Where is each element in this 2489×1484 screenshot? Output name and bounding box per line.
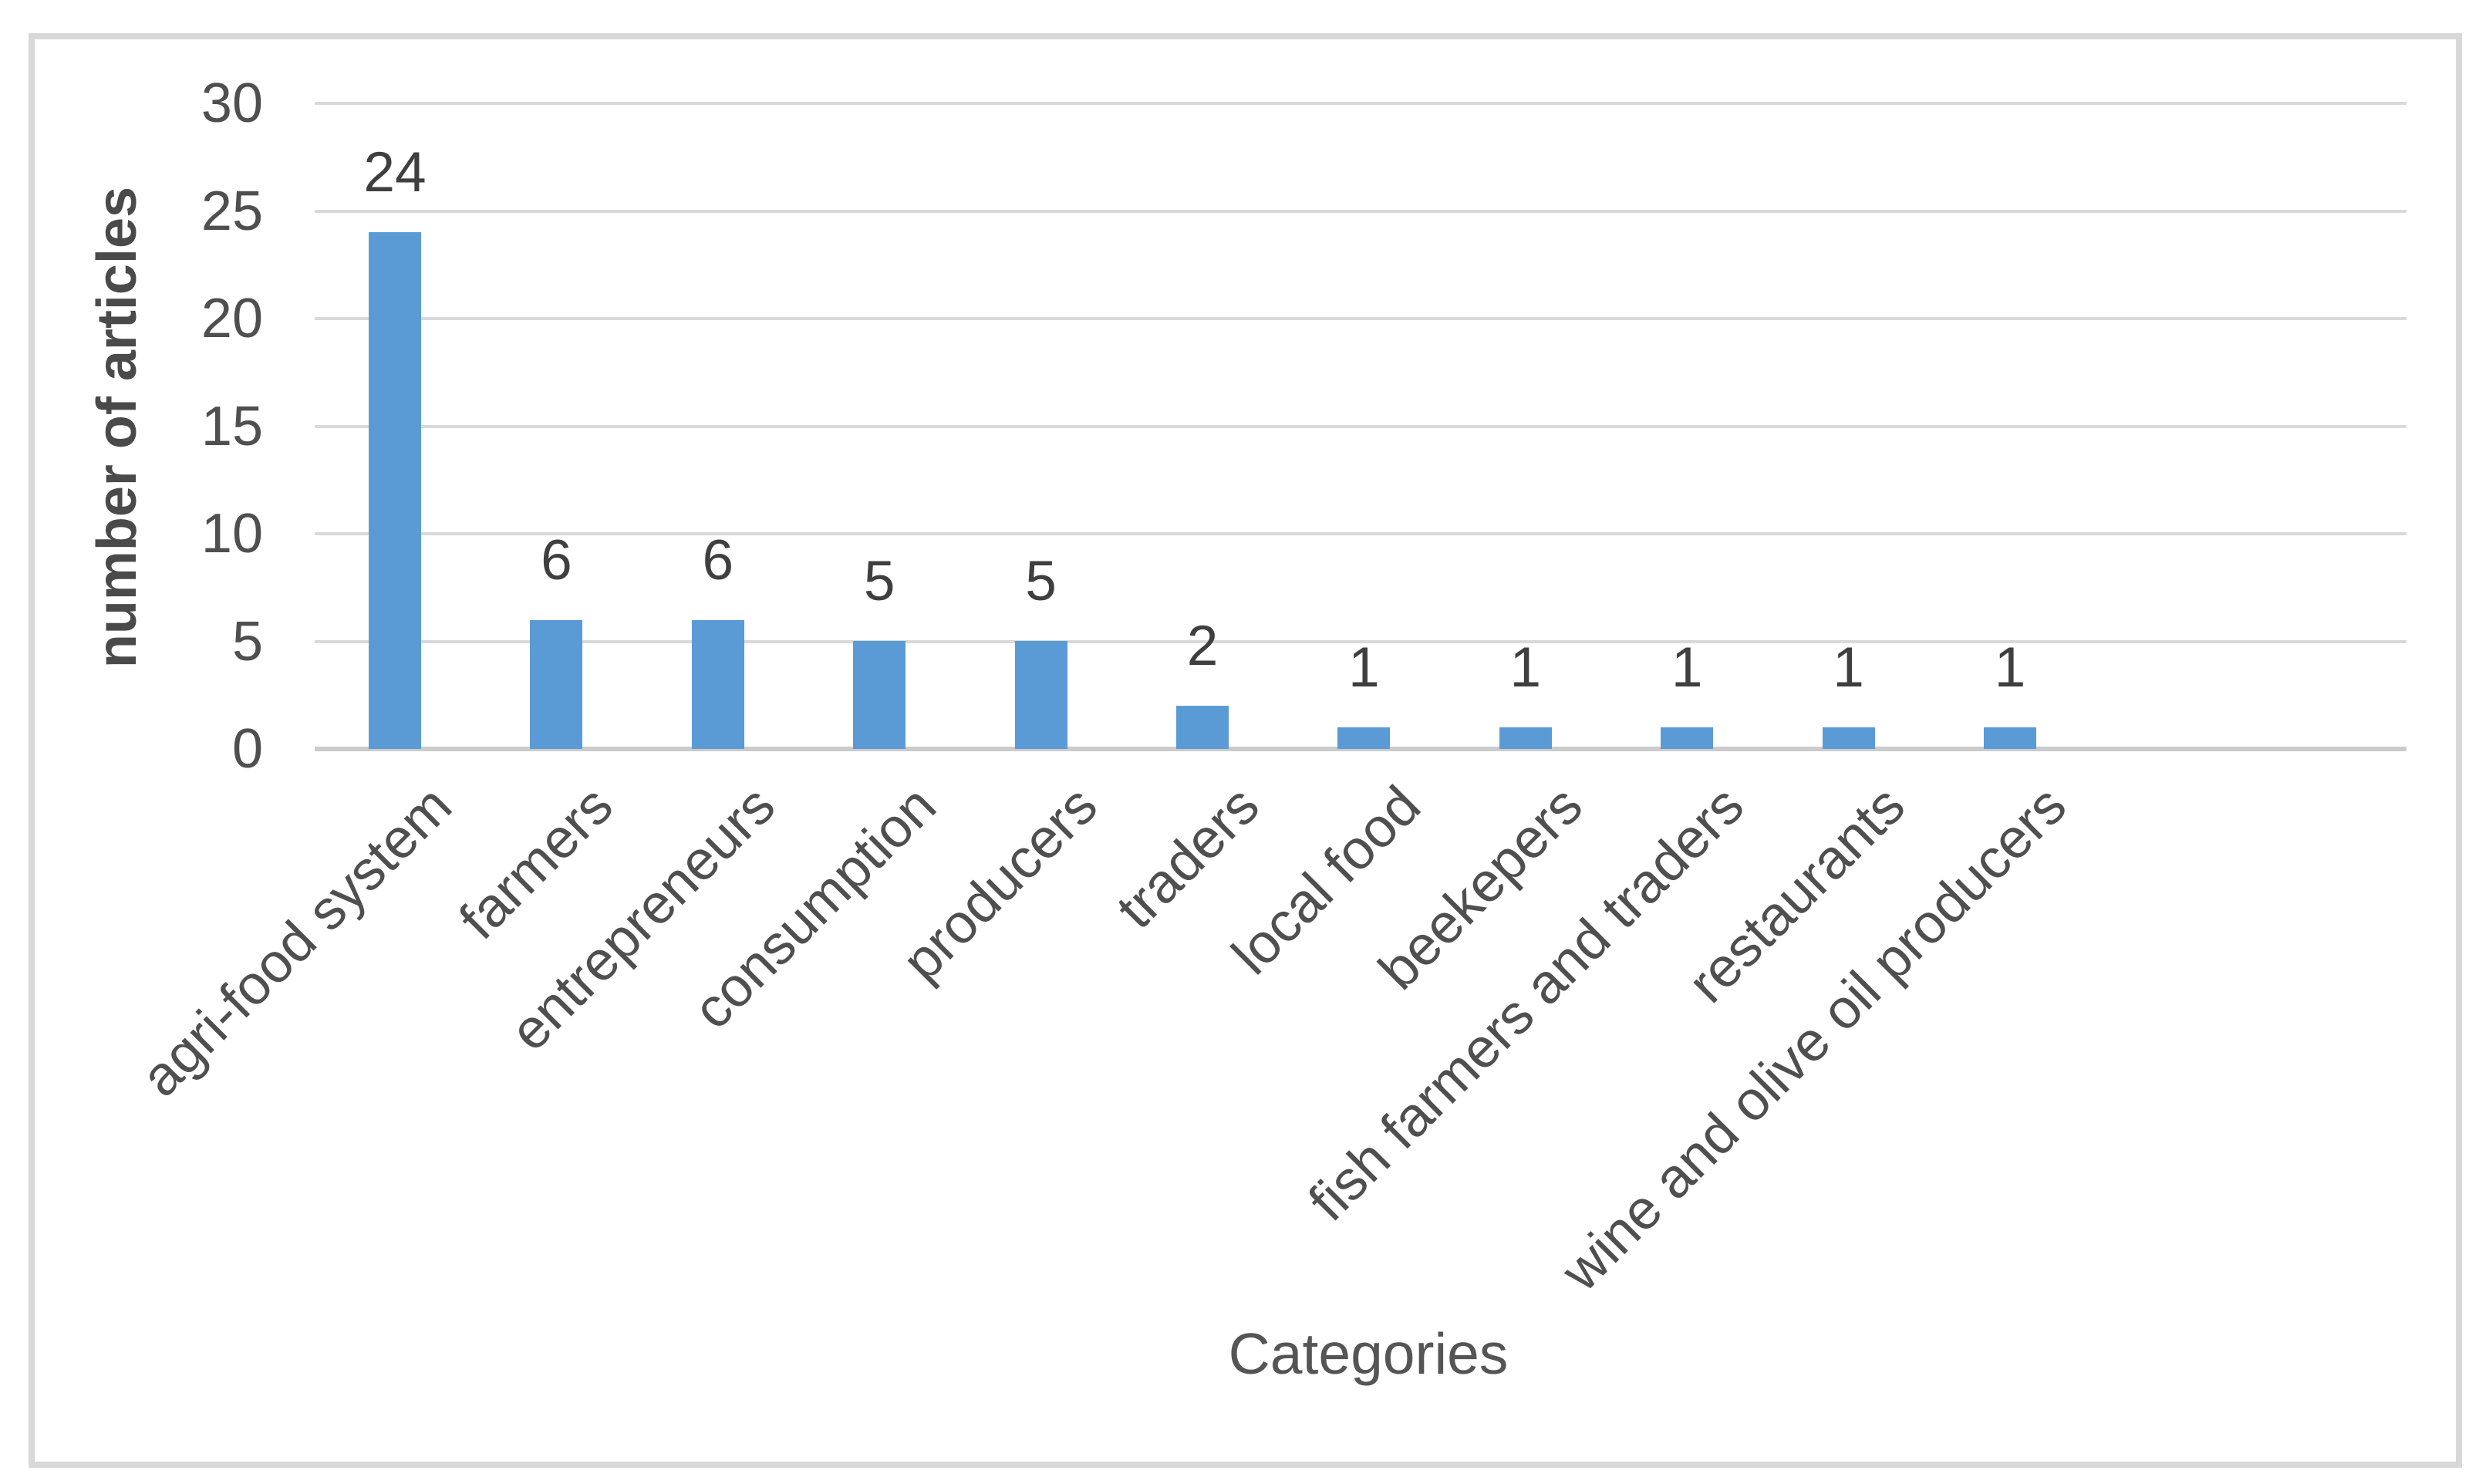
bar-value-label: 6 (702, 529, 734, 592)
x-axis-title: Categories (1228, 1321, 1509, 1386)
bar-value-label: 1 (1994, 636, 2026, 699)
bar-value-label: 5 (863, 550, 895, 612)
gridline-y25 (315, 209, 2406, 213)
bar-value-label: 1 (1833, 636, 1864, 699)
gridline-y5 (315, 639, 2406, 643)
gridline-y10 (315, 532, 2406, 535)
bar-entrepreneurs (691, 620, 744, 749)
gridline-y15 (315, 424, 2406, 428)
bar-value-label: 24 (363, 141, 427, 204)
bar-traders (1176, 706, 1229, 749)
bar-restaurants (1822, 727, 1875, 749)
bar-consumption (853, 641, 906, 749)
bar-wine-and-olive-oil-producers (1984, 727, 2036, 749)
y-tick-label-0: 0 (231, 718, 263, 780)
bar-value-label: 1 (1348, 636, 1380, 699)
bar-value-label: 1 (1671, 636, 1703, 699)
bar-agri-food-system (369, 232, 421, 749)
bar-local-food (1337, 727, 1391, 749)
gridline-y30 (315, 102, 2406, 105)
y-tick-label-25: 25 (201, 180, 263, 242)
bar-producers (1014, 641, 1067, 749)
y-tick-label-30: 30 (201, 73, 263, 134)
y-tick-label-20: 20 (201, 288, 263, 349)
x-axis-line (315, 747, 2406, 751)
bar-value-label: 2 (1186, 615, 1219, 677)
bar-fish-farmers-and-traders (1661, 727, 1714, 749)
bar-beekepers (1499, 727, 1552, 749)
y-tick-label-5: 5 (231, 610, 263, 673)
y-tick-label-15: 15 (201, 395, 263, 457)
bar-value-label: 6 (541, 529, 572, 592)
gridline-y20 (315, 317, 2406, 320)
bar-value-label: 5 (1025, 550, 1057, 612)
y-tick-label-10: 10 (201, 503, 263, 565)
bar-value-label: 1 (1509, 636, 1542, 699)
bar-farmers (530, 620, 583, 749)
